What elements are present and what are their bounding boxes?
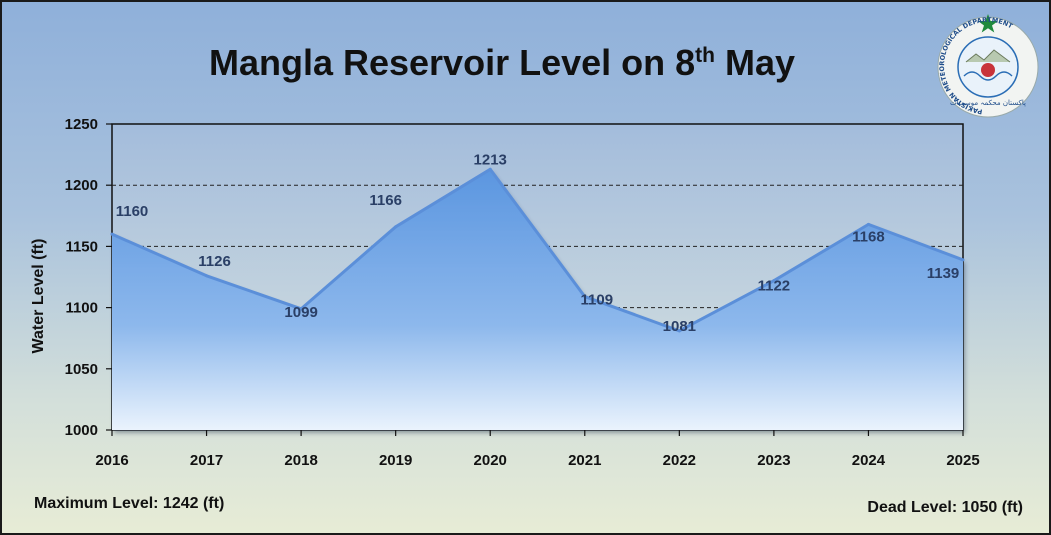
data-point: [772, 279, 776, 283]
data-label: 1139: [927, 265, 960, 282]
data-point: [488, 167, 492, 171]
pmd-logo: PAKISTAN METEOROLOGICAL DEPARTMENT پاکست…: [937, 14, 1039, 118]
data-point: [205, 274, 209, 278]
y-tick-label: 1050: [65, 361, 98, 378]
x-tick-label: 2024: [852, 452, 886, 469]
area-fill: [112, 169, 963, 430]
x-axis: 2016 2017 2018 2019 2020 2021 2022 2023 2024 2025: [95, 430, 980, 469]
y-tick-label: 1150: [65, 238, 98, 255]
x-tick-label: 2021: [568, 452, 601, 469]
x-tick-label: 2023: [757, 452, 790, 469]
chart-title-tail: May: [714, 42, 796, 83]
data-label: 1213: [474, 151, 507, 168]
data-label: 1166: [369, 192, 402, 209]
y-tick-label: 1250: [65, 116, 98, 133]
x-tick-label: 2022: [663, 452, 696, 469]
data-label: 1126: [198, 253, 231, 270]
y-tick-label: 1100: [65, 300, 98, 317]
x-tick-label: 2018: [284, 452, 317, 469]
data-label: 1081: [663, 318, 696, 335]
series-line: [111, 167, 964, 333]
chart-title-main: Mangla Reservoir Level on 8: [208, 42, 696, 83]
data-label: 1122: [758, 278, 791, 295]
y-tick-label: 1200: [65, 177, 98, 194]
x-tick-label: 2017: [190, 452, 223, 469]
dead-level-note: Dead Level: 1050 (ft): [867, 499, 1023, 516]
x-tick-label: 2025: [946, 452, 979, 469]
logo-urdu-text: پاکستان محکمہ موسمیات: [950, 99, 1026, 107]
x-tick-label: 2019: [379, 452, 412, 469]
chart-title: Mangla Reservoir Level on 8th May: [2, 42, 1002, 84]
y-tick-label: 1000: [65, 422, 98, 439]
y-axis: 1000 1050 1100 1150 1200 1250: [65, 116, 112, 439]
data-label: 1168: [852, 228, 885, 245]
chart-title-superscript: th: [695, 44, 715, 67]
data-labels: 1160 1126 1099 1166 1213 1109 1081 1122 1168 1139: [116, 151, 960, 335]
x-tick-label: 2020: [474, 452, 507, 469]
x-tick-label: 2016: [95, 452, 128, 469]
data-label: 1099: [284, 304, 317, 321]
data-point: [299, 307, 303, 311]
data-point: [677, 329, 681, 333]
data-point: [394, 225, 398, 229]
data-point: [961, 258, 965, 262]
data-label: 1160: [116, 203, 149, 220]
maximum-level-note: Maximum Level: 1242 (ft): [34, 495, 225, 512]
y-axis-title: Water Level (ft): [30, 239, 47, 354]
data-label: 1109: [581, 292, 614, 309]
data-point: [866, 222, 870, 226]
data-point: [583, 295, 587, 299]
data-point: [110, 232, 114, 236]
area-series: [110, 167, 965, 430]
